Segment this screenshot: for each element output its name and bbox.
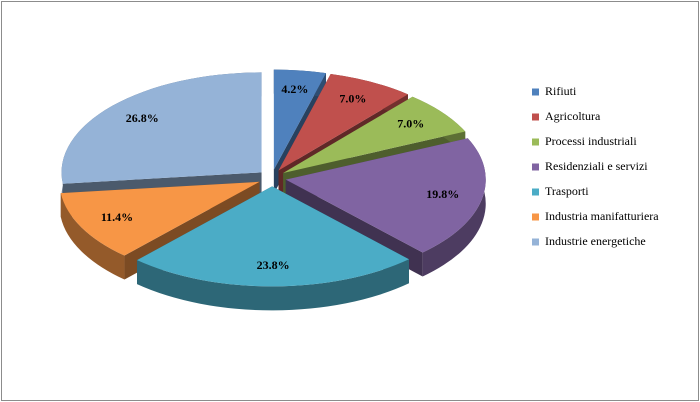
legend-label: Processi industriali bbox=[545, 134, 637, 148]
legend: Rifiuti Agricoltura Processi industriali Re… bbox=[532, 84, 659, 248]
slice-side bbox=[137, 259, 409, 311]
value-label: 4.2% bbox=[281, 82, 308, 96]
legend-label: Rifiuti bbox=[545, 84, 577, 98]
legend-swatch bbox=[532, 138, 539, 146]
value-label: 7.0% bbox=[339, 91, 366, 105]
slice-side bbox=[60, 193, 125, 280]
pie-slice bbox=[60, 181, 260, 256]
legend-swatch bbox=[532, 188, 539, 196]
value-labels: 4.2% 7.0% 7.0% 19.8% 23.8% 11.4% 26.8% bbox=[101, 82, 459, 272]
value-label: 11.4% bbox=[101, 210, 133, 224]
value-label: 23.8% bbox=[257, 258, 290, 272]
pie-slice bbox=[285, 138, 486, 253]
legend-swatch bbox=[532, 163, 539, 171]
legend-swatch bbox=[532, 88, 539, 96]
value-label: 26.8% bbox=[126, 111, 159, 125]
pie-slice bbox=[61, 72, 262, 184]
legend-label: Industrie energetiche bbox=[545, 234, 646, 248]
legend-label: Residenziali e servizi bbox=[545, 159, 648, 173]
pie-slice bbox=[273, 69, 327, 170]
pie-slice bbox=[137, 186, 409, 287]
legend-label: Trasporti bbox=[545, 184, 589, 198]
slice-side bbox=[422, 138, 486, 277]
pie-slice bbox=[278, 74, 408, 171]
pie-slice bbox=[283, 96, 466, 173]
value-label: 7.0% bbox=[397, 116, 424, 130]
value-label: 19.8% bbox=[426, 187, 459, 201]
legend-swatch bbox=[532, 113, 539, 121]
legend-swatch bbox=[532, 238, 539, 246]
legend-label: Agricoltura bbox=[545, 109, 601, 123]
legend-swatch bbox=[532, 213, 539, 221]
legend-label: Industria manifatturiera bbox=[545, 209, 659, 223]
slice-tops bbox=[60, 69, 486, 287]
